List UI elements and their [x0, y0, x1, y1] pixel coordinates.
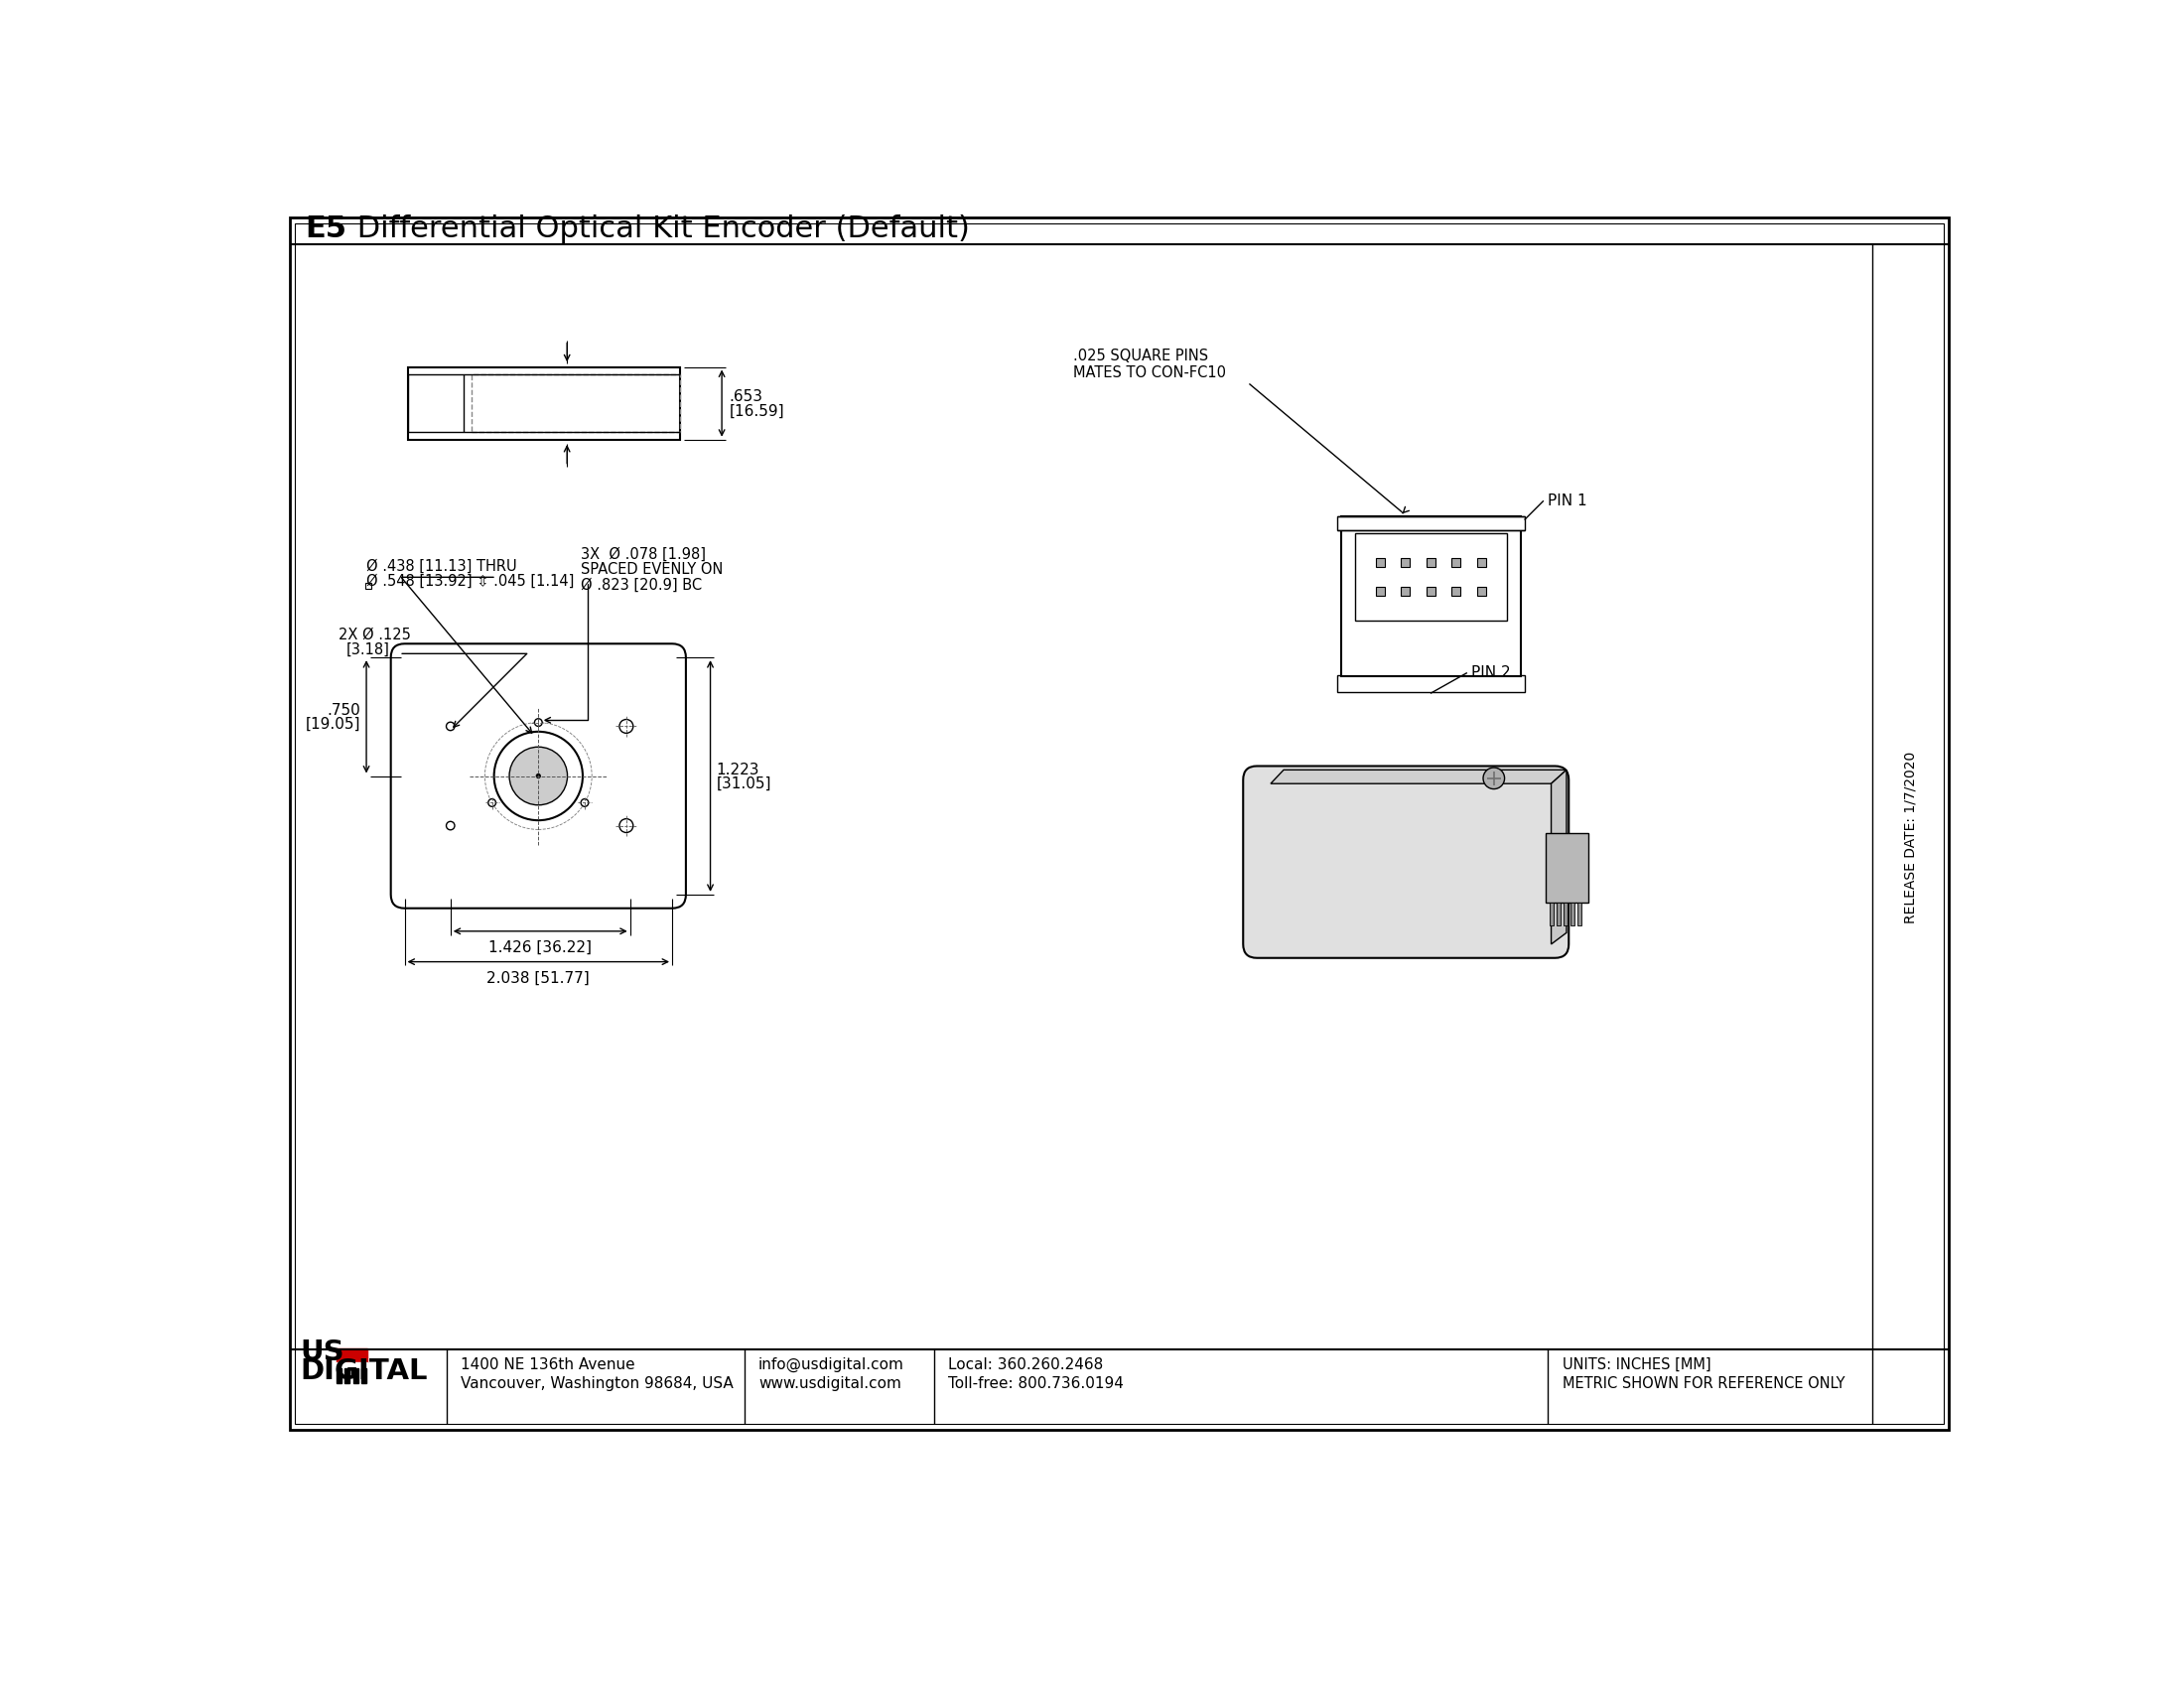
Bar [1341, 517, 1520, 677]
Bar [472, 375, 679, 432]
Bar [1570, 901, 1575, 925]
Text: RELEASE DATE: 1/7/2020: RELEASE DATE: 1/7/2020 [1904, 751, 1918, 923]
Polygon shape [1551, 770, 1566, 944]
Bar [1452, 557, 1461, 567]
Bar [1476, 587, 1485, 596]
Text: .653: .653 [729, 390, 762, 405]
Bar [1476, 557, 1485, 567]
Text: UNITS: INCHES [MM]: UNITS: INCHES [MM] [1564, 1357, 1712, 1372]
Bar [1426, 557, 1435, 567]
Circle shape [509, 746, 568, 805]
Bar [1426, 587, 1435, 596]
Bar [1452, 587, 1461, 596]
Text: Ø .438 [11.13] THRU: Ø .438 [11.13] THRU [367, 559, 518, 574]
Text: Ø .823 [20.9] BC: Ø .823 [20.9] BC [581, 577, 701, 592]
Bar [1400, 587, 1411, 596]
Bar [1337, 517, 1524, 530]
Bar [1337, 675, 1524, 692]
Text: [19.05]: [19.05] [306, 717, 360, 733]
Bar [365, 582, 371, 589]
Text: PIN 2: PIN 2 [1472, 665, 1511, 680]
Text: Vancouver, Washington 98684, USA: Vancouver, Washington 98684, USA [461, 1377, 734, 1391]
FancyBboxPatch shape [1243, 766, 1568, 959]
Bar [336, 1349, 367, 1362]
FancyBboxPatch shape [391, 643, 686, 908]
Bar [1577, 901, 1581, 925]
Text: [3.18]: [3.18] [345, 643, 389, 658]
Circle shape [446, 722, 454, 731]
Bar [1564, 901, 1568, 925]
Bar [1557, 901, 1559, 925]
Circle shape [494, 731, 583, 820]
Bar [1376, 557, 1385, 567]
Text: .025 SQUARE PINS: .025 SQUARE PINS [1075, 348, 1208, 363]
Text: Differential Optical Kit Encoder (Default): Differential Optical Kit Encoder (Defaul… [347, 214, 970, 243]
Circle shape [581, 798, 587, 807]
Text: 2X Ø .125: 2X Ø .125 [339, 628, 411, 641]
Bar [408, 366, 679, 439]
Text: METRIC SHOWN FOR REFERENCE ONLY: METRIC SHOWN FOR REFERENCE ONLY [1564, 1377, 1845, 1391]
Bar [1354, 533, 1507, 621]
Circle shape [537, 775, 539, 778]
Text: MATES TO CON-FC10: MATES TO CON-FC10 [1075, 365, 1227, 380]
Text: SPACED EVENLY ON: SPACED EVENLY ON [581, 562, 723, 577]
Circle shape [535, 719, 542, 726]
Text: [16.59]: [16.59] [729, 403, 784, 419]
Text: [31.05]: [31.05] [716, 776, 771, 792]
Bar [336, 1362, 367, 1367]
Text: Toll-free: 800.736.0194: Toll-free: 800.736.0194 [948, 1377, 1123, 1391]
Circle shape [620, 819, 633, 832]
Circle shape [1483, 768, 1505, 788]
Bar [1546, 834, 1588, 901]
Polygon shape [1271, 770, 1566, 783]
Bar [363, 1369, 367, 1382]
Text: 1.426 [36.22]: 1.426 [36.22] [489, 940, 592, 955]
Text: www.usdigital.com: www.usdigital.com [758, 1377, 902, 1391]
Bar [345, 1369, 349, 1382]
Text: 3X  Ø .078 [1.98]: 3X Ø .078 [1.98] [581, 547, 705, 562]
Bar [336, 1369, 341, 1382]
Text: 2.038 [51.77]: 2.038 [51.77] [487, 971, 590, 986]
Text: .750: .750 [328, 704, 360, 717]
Bar [408, 375, 463, 432]
Circle shape [489, 798, 496, 807]
Text: PIN 1: PIN 1 [1546, 493, 1588, 508]
Text: Local: 360.260.2468: Local: 360.260.2468 [948, 1357, 1103, 1372]
Bar [1376, 587, 1385, 596]
Circle shape [446, 822, 454, 830]
Bar [354, 1369, 358, 1382]
Text: 1.223: 1.223 [716, 763, 760, 776]
Text: US: US [299, 1339, 345, 1366]
Circle shape [620, 719, 633, 733]
Text: Ø .548 [13.92] ⇳ .045 [1.14]: Ø .548 [13.92] ⇳ .045 [1.14] [367, 574, 574, 589]
Text: 1400 NE 136th Avenue: 1400 NE 136th Avenue [461, 1357, 636, 1372]
Text: info@usdigital.com: info@usdigital.com [758, 1357, 904, 1372]
Text: E5: E5 [306, 214, 347, 243]
Bar [1551, 901, 1553, 925]
Text: DIGITAL: DIGITAL [299, 1357, 428, 1386]
Bar [1400, 557, 1411, 567]
